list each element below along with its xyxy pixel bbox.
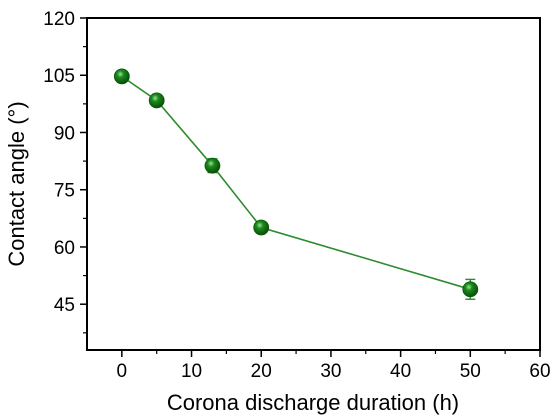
data-point — [113, 68, 130, 85]
plot-frame — [86, 17, 541, 351]
data-point — [462, 281, 479, 298]
y-tick-label: 60 — [54, 238, 75, 259]
y-tick-label: 105 — [43, 66, 75, 87]
x-tick-label: 30 — [320, 361, 341, 382]
y-tick-label: 75 — [54, 181, 75, 202]
data-point — [204, 157, 221, 174]
y-axis-title: Contact angle (°) — [4, 101, 29, 266]
data-point — [253, 219, 270, 236]
x-tick-label: 0 — [117, 361, 128, 382]
x-tick-label: 20 — [251, 361, 272, 382]
y-tick-label: 90 — [54, 123, 75, 144]
series-line — [121, 75, 471, 291]
x-tick-label: 60 — [529, 361, 550, 382]
axis-ticks: 0 10 20 30 40 50 60 45 60 75 90 105 120 — [43, 9, 550, 382]
y-tick-label: 45 — [54, 295, 75, 316]
x-tick-label: 40 — [390, 361, 411, 382]
data-series — [113, 68, 479, 300]
x-tick-label: 10 — [181, 361, 202, 382]
data-point — [148, 92, 165, 109]
y-tick-label: 120 — [43, 9, 75, 30]
x-tick-label: 50 — [460, 361, 481, 382]
x-axis-title: Corona discharge duration (h) — [167, 390, 459, 415]
